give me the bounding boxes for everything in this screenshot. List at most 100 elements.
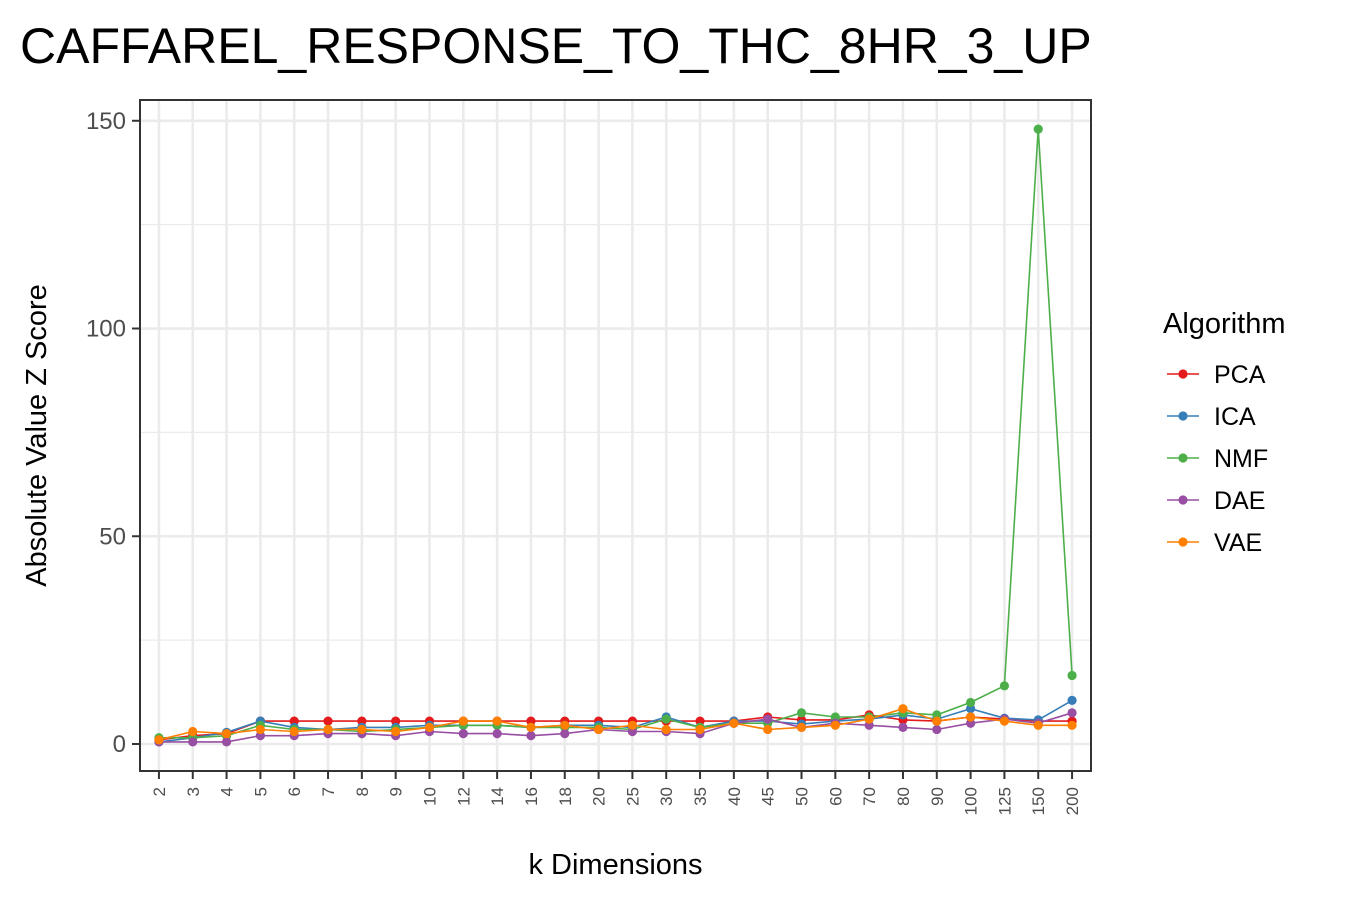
data-point-vae: [188, 726, 198, 737]
data-point-dae: [560, 729, 570, 739]
data-point-vae: [627, 720, 638, 730]
data-point-vae: [323, 724, 333, 735]
legend-key-point: [1178, 453, 1188, 463]
x-tick-label: 45: [759, 787, 778, 806]
data-point-vae: [695, 724, 705, 735]
x-tick-label: 14: [488, 787, 507, 806]
data-point-vae: [830, 720, 840, 730]
series-lines: [158, 129, 1073, 743]
series-line-pca: [158, 714, 1073, 741]
data-point-vae: [864, 714, 874, 724]
y-tick-label: 100: [86, 316, 126, 343]
data-point-vae: [661, 724, 671, 735]
data-point-nmf: [796, 708, 807, 718]
data-point-dae: [526, 731, 536, 741]
x-tick-label: 80: [894, 787, 913, 806]
data-point-vae: [796, 722, 807, 732]
plot-panel-border: [139, 99, 1092, 772]
series-line-nmf: [158, 129, 1073, 739]
x-tick-label: 3: [184, 787, 203, 796]
plot-grid: [140, 100, 1091, 771]
x-tick-label: 7: [319, 787, 338, 796]
series-line-dae: [158, 712, 1073, 743]
data-point-nmf: [966, 697, 976, 708]
x-tick-label: 70: [860, 787, 879, 806]
x-tick-label: 30: [657, 787, 676, 806]
legend-key-point: [1178, 411, 1188, 421]
data-point-vae: [593, 724, 604, 735]
data-point-vae: [966, 712, 976, 722]
series-line-ica: [158, 699, 1073, 743]
series-line-vae: [158, 707, 1073, 741]
data-point-ica: [1067, 695, 1077, 705]
legend-key-point: [1178, 369, 1188, 379]
x-tick-label: 25: [623, 787, 642, 806]
data-point-vae: [154, 735, 164, 745]
x-tick-label: 4: [218, 787, 237, 796]
x-tick-label: 9: [387, 787, 406, 796]
data-point-nmf: [999, 681, 1010, 691]
data-point-nmf: [1067, 670, 1077, 681]
data-point-dae: [492, 729, 502, 739]
data-point-dae: [932, 724, 942, 735]
data-point-nmf: [661, 714, 671, 724]
data-point-vae: [1033, 720, 1043, 730]
x-axis-title: k Dimensions: [528, 849, 702, 881]
data-point-vae: [458, 716, 468, 726]
x-tick-label: 6: [285, 787, 304, 796]
x-tick-label: 90: [928, 787, 947, 806]
x-tick-label: 10: [420, 787, 439, 806]
data-point-vae: [560, 720, 570, 730]
legend-label-vae: VAE: [1214, 529, 1262, 557]
x-tick-label: 2: [150, 787, 169, 796]
data-point-vae: [898, 704, 908, 714]
y-tick-label: 50: [99, 523, 126, 550]
legend-title: Algorithm: [1163, 308, 1286, 340]
data-point-dae: [188, 737, 198, 747]
legend: Algorithm PCA ICA NMF DAE VAE: [1163, 308, 1286, 557]
y-tick-label: 0: [113, 731, 126, 758]
data-point-vae: [1067, 720, 1077, 730]
legend-label-pca: PCA: [1214, 361, 1266, 389]
data-point-vae: [763, 724, 773, 735]
x-tick-label: 200: [1063, 787, 1082, 815]
x-tick-label: 35: [691, 787, 710, 806]
data-point-dae: [221, 737, 232, 747]
x-axis: 2 3 4 5 6 7 8 9 10 12 14 16 18 20 25 30 35 40 45 50 60 70 80 90…: [150, 771, 1082, 815]
x-tick-label: 16: [522, 787, 541, 806]
x-tick-label: 125: [995, 787, 1014, 815]
chart-title: CAFFAREL_RESPONSE_TO_THC_8HR_3_UP: [20, 18, 1092, 74]
x-tick-label: 20: [590, 787, 609, 806]
data-point-vae: [357, 724, 367, 735]
x-tick-label: 5: [251, 787, 270, 796]
x-tick-label: 150: [1029, 787, 1048, 815]
series-points: [154, 124, 1077, 747]
data-point-vae: [526, 722, 536, 732]
legend-label-ica: ICA: [1214, 403, 1256, 431]
data-point-vae: [391, 726, 401, 737]
y-tick-label: 150: [86, 108, 126, 135]
legend-key-point: [1178, 537, 1188, 547]
x-tick-label: 50: [793, 787, 812, 806]
x-tick-label: 60: [826, 787, 845, 806]
data-point-vae: [492, 716, 502, 726]
data-point-vae: [289, 726, 299, 737]
data-point-nmf: [1033, 124, 1043, 134]
x-tick-label: 18: [556, 787, 575, 806]
data-point-dae: [1067, 708, 1077, 718]
x-tick-label: 40: [725, 787, 744, 806]
data-point-dae: [763, 714, 773, 724]
data-point-dae: [898, 722, 908, 732]
data-point-vae: [255, 724, 265, 735]
data-point-pca: [323, 716, 333, 726]
x-tick-label: 8: [353, 787, 372, 796]
data-point-vae: [424, 722, 435, 732]
x-tick-label: 100: [962, 787, 981, 815]
legend-label-nmf: NMF: [1214, 445, 1268, 473]
data-point-vae: [729, 718, 739, 728]
legend-key-point: [1178, 495, 1188, 505]
data-point-vae: [999, 716, 1010, 726]
y-axis-title: Absolute Value Z Score: [21, 284, 53, 587]
data-point-vae: [932, 716, 942, 726]
